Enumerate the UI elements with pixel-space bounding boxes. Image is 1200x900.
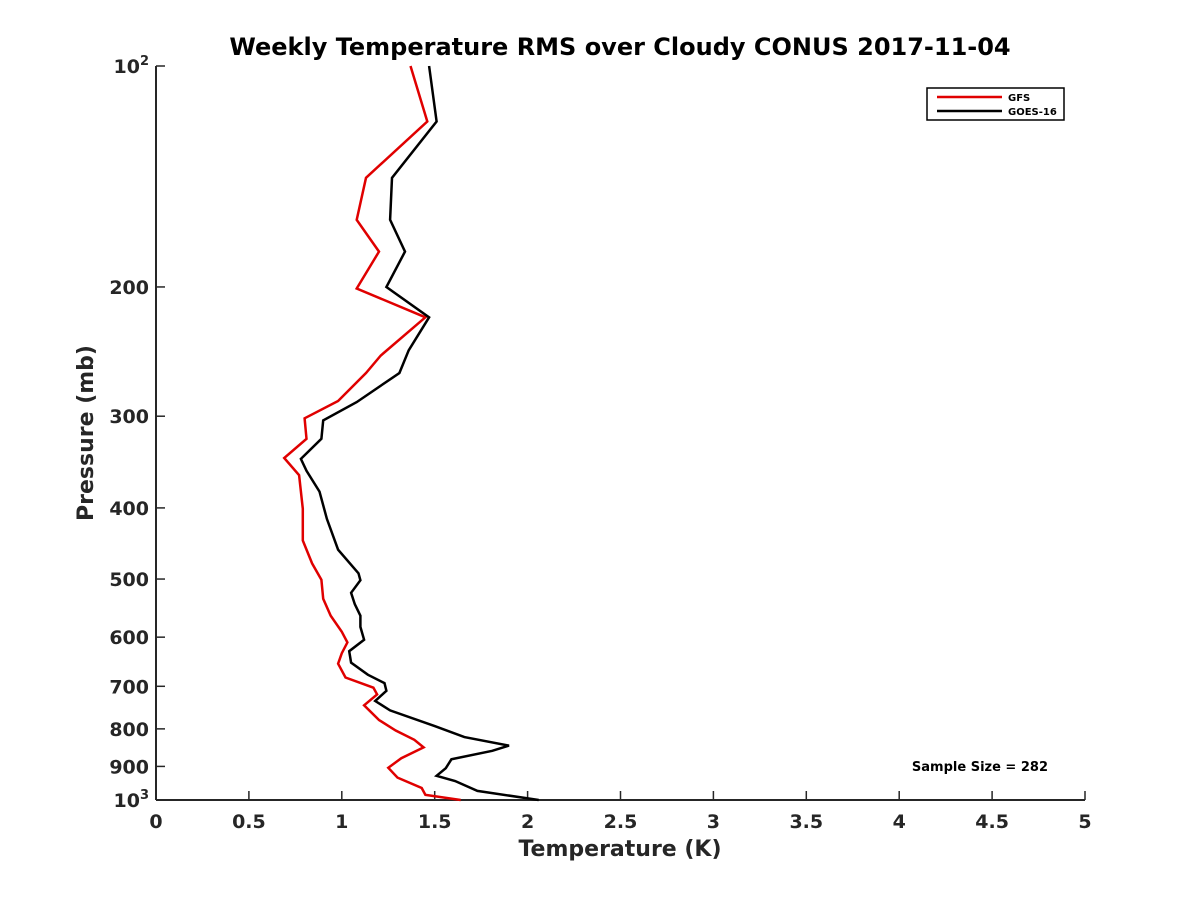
x-tick-label: 5: [1078, 811, 1091, 833]
x-tick-label: 1.5: [418, 811, 452, 833]
y-tick-label: 500: [109, 569, 149, 591]
y-tick-label: 800: [109, 719, 149, 741]
sample-size-annotation: Sample Size = 282: [912, 760, 1048, 775]
x-tick-label: 2: [521, 811, 534, 833]
x-tick-label: 4: [893, 811, 906, 833]
x-axis-label: Temperature (K): [518, 837, 721, 862]
axes: 0 0.5 1 1.5 2 2.5 3 3.5 4 4.5 5 102 200 300 400 500 600 7…: [109, 54, 1091, 833]
legend-label-goes-16: GOES-16: [1008, 107, 1057, 118]
series-layer: [282, 65, 539, 802]
y-tick-label: 103: [114, 788, 150, 812]
x-tick-label: 2.5: [604, 811, 638, 833]
chart-title: Weekly Temperature RMS over Cloudy CONUS…: [229, 33, 1010, 61]
y-axis-label: Pressure (mb): [74, 345, 99, 521]
y-tick-label: 200: [109, 277, 149, 299]
x-tick-label: 0: [149, 811, 162, 833]
y-tick-label: 102: [114, 54, 150, 78]
series-line-goes-16: [299, 65, 539, 802]
y-tick-label: 900: [109, 756, 149, 778]
x-tick-label: 1: [335, 811, 348, 833]
x-tick-label: 3.5: [789, 811, 823, 833]
x-tick-label: 3: [707, 811, 720, 833]
legend-box: [926, 87, 1065, 121]
y-tick-label: 300: [109, 406, 149, 428]
legend: GFS GOES-16: [926, 87, 1065, 121]
y-tick-label: 600: [109, 627, 149, 649]
series-line-gfs: [282, 65, 461, 802]
y-tick-label: 400: [109, 498, 149, 520]
x-tick-label: 0.5: [232, 811, 266, 833]
y-tick-label: 700: [109, 676, 149, 698]
legend-label-gfs: GFS: [1008, 93, 1030, 104]
x-tick-label: 4.5: [975, 811, 1009, 833]
